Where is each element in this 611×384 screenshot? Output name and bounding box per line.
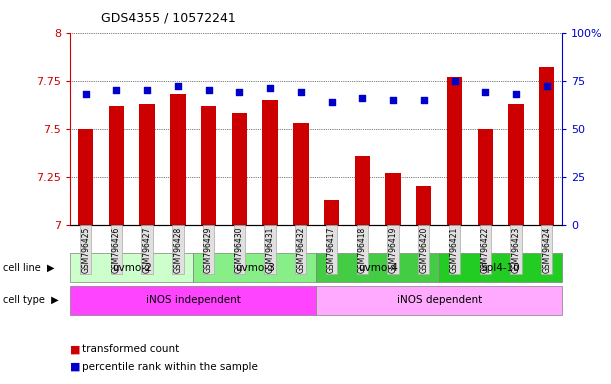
Text: uvmo-2: uvmo-2 [112,263,152,273]
Text: ■: ■ [70,344,81,354]
Bar [508,104,524,225]
Point [142,87,152,93]
Point [327,99,337,105]
Point [265,85,275,91]
Point [419,97,429,103]
Point [296,89,306,95]
Bar [416,186,431,225]
Point [203,87,213,93]
Text: GSM796431: GSM796431 [266,227,274,273]
Text: iNOS dependent: iNOS dependent [397,295,482,306]
Text: GSM796418: GSM796418 [358,227,367,273]
Text: GSM796426: GSM796426 [112,227,121,273]
Text: cell line  ▶: cell line ▶ [3,263,54,273]
Bar [324,200,339,225]
Text: GDS4355 / 10572241: GDS4355 / 10572241 [101,12,236,25]
Bar [139,104,155,225]
Point [235,89,244,95]
Text: GSM796425: GSM796425 [81,227,90,273]
Text: iNOS independent: iNOS independent [146,295,241,306]
Text: GSM796420: GSM796420 [419,227,428,273]
Text: GSM796428: GSM796428 [174,227,182,273]
Text: uvmo-3: uvmo-3 [235,263,275,273]
Point [450,78,459,84]
Text: GSM796424: GSM796424 [542,227,551,273]
Bar [232,113,247,225]
Point [81,91,90,97]
Text: uvmo-4: uvmo-4 [357,263,398,273]
Bar [386,173,401,225]
Bar [539,67,554,225]
Bar [78,129,93,225]
Point [111,87,121,93]
Text: GSM796427: GSM796427 [142,227,152,273]
Text: cell type  ▶: cell type ▶ [3,295,59,306]
Text: percentile rank within the sample: percentile rank within the sample [82,362,258,372]
Text: GSM796432: GSM796432 [296,227,306,273]
Point [480,89,490,95]
Text: transformed count: transformed count [82,344,180,354]
Text: ■: ■ [70,362,81,372]
Bar [293,123,309,225]
Bar [478,129,493,225]
Text: Spl4-10: Spl4-10 [481,263,521,273]
Text: GSM796422: GSM796422 [481,227,490,273]
Text: GSM796419: GSM796419 [389,227,398,273]
Point [388,97,398,103]
Point [511,91,521,97]
Bar [262,100,278,225]
Point [173,83,183,89]
Bar [354,156,370,225]
Text: GSM796430: GSM796430 [235,227,244,273]
Bar [170,94,186,225]
Bar [201,106,216,225]
Text: GSM796421: GSM796421 [450,227,459,273]
Text: GSM796423: GSM796423 [511,227,521,273]
Point [357,95,367,101]
Bar [109,106,124,225]
Text: GSM796429: GSM796429 [204,227,213,273]
Text: GSM796417: GSM796417 [327,227,336,273]
Point [542,83,552,89]
Bar [447,77,462,225]
